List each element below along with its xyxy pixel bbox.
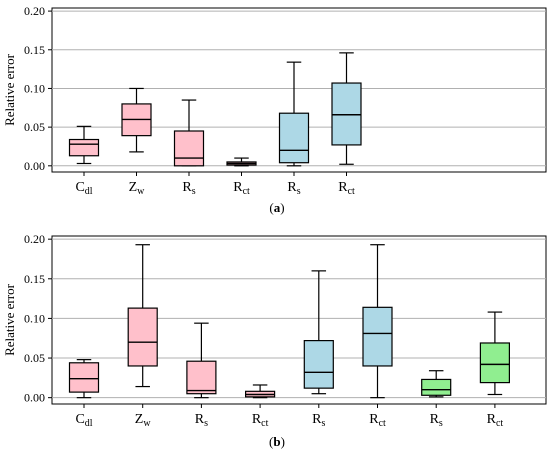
y-tick-label: 0.10 [24, 81, 45, 95]
x-tick-label: Zw [135, 412, 152, 429]
x-tick-label: Rct [369, 412, 386, 429]
box-iqr [479, 342, 510, 384]
x-tick-label: Rs [312, 412, 325, 429]
panel-caption: (b) [269, 434, 285, 449]
box-iqr [421, 378, 452, 396]
panel-caption: (a) [269, 200, 284, 215]
x-tick-label: Rct [252, 412, 269, 429]
plot-frame [51, 235, 547, 405]
box-iqr [127, 307, 158, 367]
y-tick-label: 0.05 [24, 351, 45, 365]
y-tick-label: 0.10 [24, 311, 45, 325]
y-tick-label: 0.00 [24, 391, 45, 405]
x-tick-label: Zw [129, 180, 146, 197]
x-tick-label: Rct [487, 412, 504, 429]
x-tick-label: Cdl [75, 412, 92, 429]
box-iqr [362, 306, 393, 367]
box-iqr [303, 340, 334, 389]
box-iqr [68, 362, 100, 393]
y-axis-title: Relative error [2, 283, 17, 355]
x-tick-label: Rct [233, 180, 250, 197]
box-iqr [331, 82, 362, 146]
panel-a: 0.00 0.05 0.10 0.15 0.20 Relative error Cdl Zw R… [2, 4, 547, 215]
x-tick-label: Rct [338, 180, 355, 197]
x-tick-label: Rs [195, 412, 208, 429]
y-tick-label: 0.05 [24, 120, 45, 134]
plot-frame [51, 7, 547, 173]
panel-b: 0.00 0.05 0.10 0.15 0.20 Relative error Cdl Zw R… [2, 232, 547, 449]
box-iqr [173, 130, 205, 167]
x-tick-label: Rs [182, 180, 195, 197]
box-iqr [278, 112, 310, 164]
x-tick-label: Rs [287, 180, 300, 197]
box-iqr [186, 360, 217, 395]
y-tick-label: 0.20 [24, 4, 45, 18]
x-tick-label: Rs [430, 412, 443, 429]
y-tick-label: 0.15 [24, 43, 45, 57]
y-tick-label: 0.20 [24, 232, 45, 246]
box-iqr [68, 138, 100, 157]
y-tick-label: 0.00 [24, 159, 45, 173]
y-tick-label: 0.15 [24, 272, 45, 286]
y-axis-title: Relative error [2, 53, 17, 125]
x-tick-label: Cdl [75, 180, 92, 197]
